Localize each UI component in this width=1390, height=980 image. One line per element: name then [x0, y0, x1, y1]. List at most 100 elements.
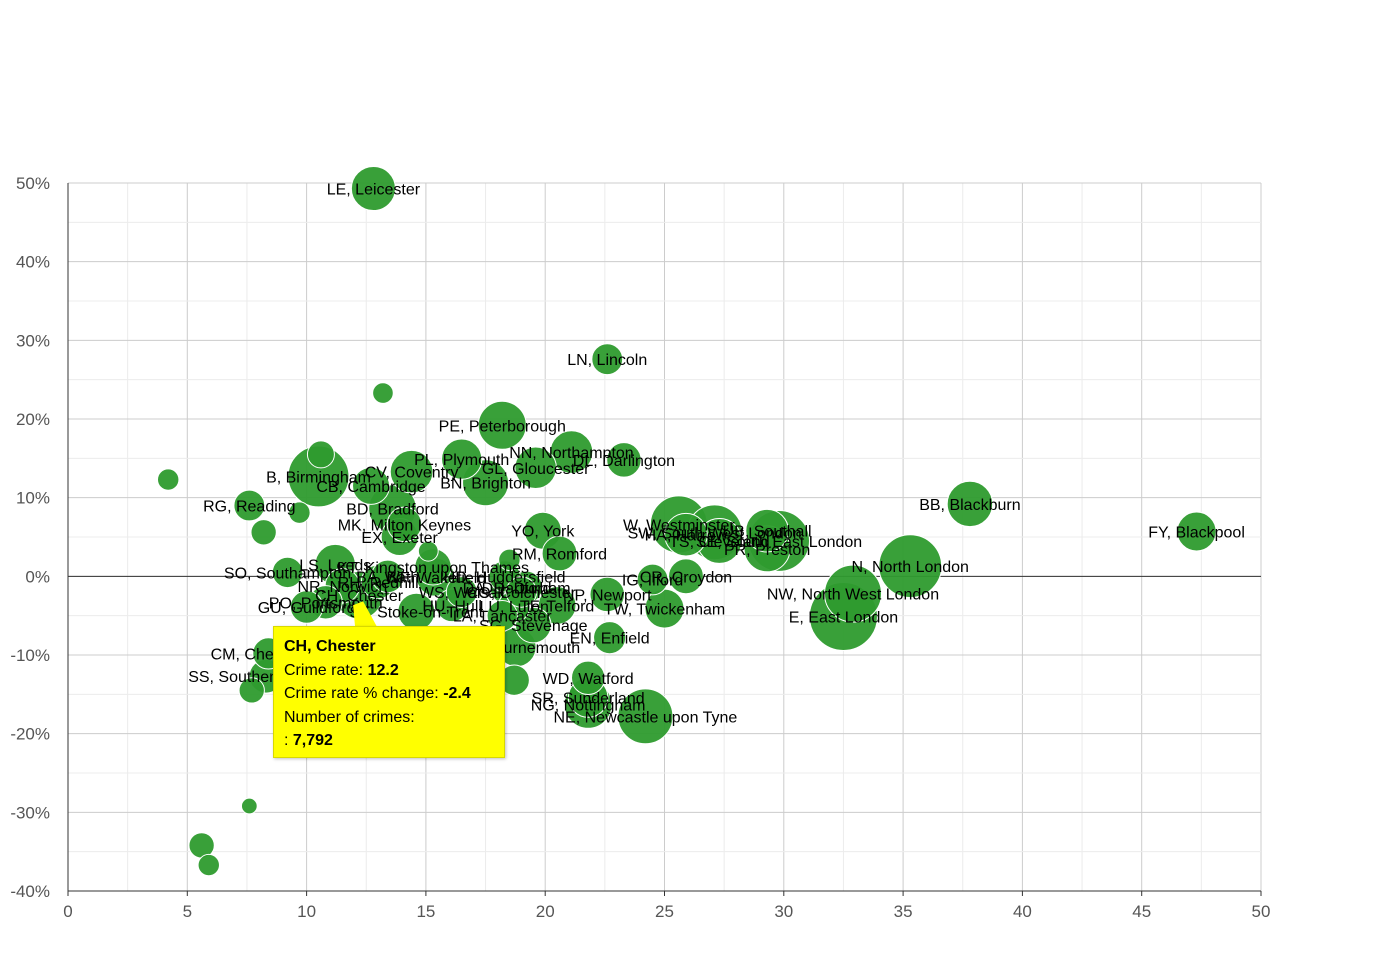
bubble-label: WF, Wakefield [385, 570, 487, 587]
axes: 0 5 10 15 20 25 30 35 40 45 50 -40% -30% -20% -10% 0% 10… [10, 174, 1270, 921]
bubble [240, 797, 258, 815]
bubble-label: HD, Huddersfield [444, 569, 566, 586]
bubble-label: LU, Luton [479, 599, 548, 616]
y-tick-label: -10% [10, 646, 50, 665]
bubble-label: PL, Plymouth [414, 452, 509, 469]
bubble [250, 519, 277, 546]
bubble [589, 576, 625, 613]
bubble-label: DL, Darlington [573, 453, 675, 470]
bubble-label: NP, Newport [563, 587, 652, 604]
bubble-label: WS, Walsall [419, 585, 505, 602]
bubble [606, 442, 642, 478]
bubble [664, 512, 708, 557]
x-tick-label: 5 [183, 902, 192, 921]
y-tick-label: 30% [16, 331, 50, 350]
bubble [514, 446, 557, 490]
bubble-label: PE, Peterborough [439, 418, 566, 435]
y-tick-label: -40% [10, 882, 50, 901]
tooltip-rate-label: Crime rate: [284, 661, 364, 679]
bubble-label: RG, Reading [203, 499, 296, 516]
x-tick-label: 30 [774, 902, 793, 921]
x-tick-label: 20 [536, 902, 555, 921]
x-tick-label: 50 [1252, 902, 1271, 921]
bubble-label: WD, Watford [543, 671, 634, 688]
y-tick-label: 10% [16, 489, 50, 508]
y-tick-label: 20% [16, 410, 50, 429]
bubble-label: SW, South West London [628, 525, 802, 542]
bubble-label: NE, Newcastle upon Tyne [554, 709, 738, 726]
bubble [197, 853, 220, 877]
bubble-label: IG, Ilford [622, 572, 683, 589]
bubble-label: TF, Telford [520, 598, 594, 615]
bubble-label: RH, Redhill [338, 575, 419, 592]
bubble-label: HU, Hull [422, 598, 482, 615]
bubble-label: CH, Chester [315, 588, 404, 605]
bubble-label: RM, Romford [512, 547, 607, 564]
bubble-label: MK, Milton Keynes [338, 517, 471, 534]
bubble-label: B, Birmingham [266, 469, 371, 486]
bubble [389, 449, 434, 494]
bubble-label: UB, Southall [723, 524, 812, 541]
bubble [441, 438, 483, 480]
x-tick-label: 15 [416, 902, 435, 921]
x-tick-label: 10 [297, 902, 316, 921]
bubble-label: BN, Brighton [440, 476, 531, 493]
tooltip-count-prefix: : [284, 732, 289, 749]
bubble-label: NG, Nottingham [531, 698, 646, 715]
tooltip-rate-row: Crime rate: 12.2 [284, 659, 494, 683]
bubble-label: SE, South East London [696, 534, 862, 551]
y-tick-label: 50% [16, 174, 50, 193]
bubble [593, 621, 627, 655]
bubble-label: GL, Gloucester [482, 461, 590, 478]
bubble-label: SR, Sunderland [532, 690, 645, 707]
tooltip-change-label: Crime rate % change: [284, 685, 439, 702]
x-tick-label: 45 [1132, 902, 1151, 921]
bubble [878, 534, 943, 598]
tooltip-title: CH, Chester [284, 638, 376, 655]
bubble-label: KT, Kingston upon Thames [337, 560, 529, 577]
bubble-label: CR, Croydon [640, 569, 732, 586]
bubble [157, 468, 180, 491]
bubble-label: LN, Lincoln [567, 352, 647, 369]
x-tick-label: 25 [655, 902, 674, 921]
bubble [386, 506, 423, 543]
tooltip-count-label: Number of crimes: [284, 708, 415, 726]
bubble-label: BB, Blackburn [919, 497, 1020, 514]
tooltip: CH, Chester Crime rate: 12.2 Crime rate … [273, 626, 505, 758]
bubble-label: W, Westminster [623, 517, 735, 534]
bubble [372, 382, 394, 404]
bubbles [157, 165, 1217, 877]
bubble-label: DA, Dartford [463, 580, 552, 597]
x-tick-label: 0 [63, 902, 72, 921]
bubble [823, 564, 882, 623]
y-tick-label: -20% [10, 725, 50, 744]
bubble [417, 540, 439, 562]
bubble [498, 548, 521, 572]
bubble-label: TW, Twickenham [604, 602, 726, 619]
tooltip-count-value: 7,792 [292, 732, 333, 749]
bubble [233, 489, 266, 522]
tooltip-change-row: Crime rate % change: -2.4 [284, 682, 494, 706]
bubble [238, 677, 265, 704]
bubble [549, 430, 594, 474]
bubble [541, 535, 578, 572]
bubble-label: PR, Preston [724, 542, 810, 559]
bubble [745, 508, 789, 553]
bubble [289, 590, 324, 624]
bubble-label: CO, Colchester [467, 585, 577, 602]
bubble-label: GU, Guildford [258, 600, 356, 617]
tooltip-pointer [353, 601, 378, 627]
bubble [271, 556, 304, 589]
bubble-label: LA, Lancaster [453, 609, 552, 626]
bubble [352, 466, 391, 505]
bubble-label: BA, Bath [356, 569, 419, 586]
bubble-label: YO, York [511, 524, 575, 541]
bubble-label: E, East London [789, 609, 898, 626]
y-tick-label: 40% [16, 253, 50, 272]
bubble-label: CB, Cambridge [316, 479, 425, 496]
bubble-label: NR, Norwich [297, 579, 387, 596]
tooltip-change-value: -2.4 [443, 685, 471, 702]
tooltip-arrow [353, 601, 378, 627]
tooltip-count-row: : 7,792 [284, 729, 494, 753]
